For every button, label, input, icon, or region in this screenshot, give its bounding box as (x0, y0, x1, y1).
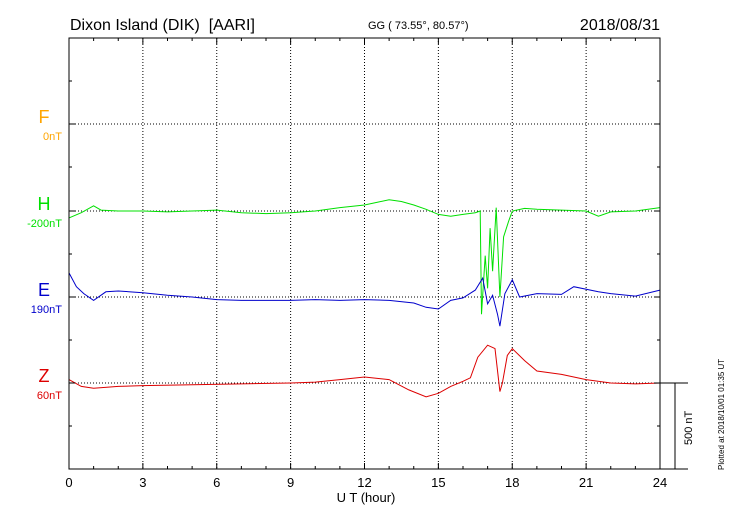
channel-label-e: E (38, 280, 50, 300)
tick-layer (68, 38, 661, 469)
plotted-timestamp: Plotted at 2018/10/01 01:35 UT (717, 359, 726, 470)
x-tick-label: 21 (579, 475, 593, 490)
trace-h (68, 199, 661, 315)
x-tick-label: 12 (357, 475, 371, 490)
x-tick-label: 15 (431, 475, 445, 490)
x-tick-label: 9 (287, 475, 294, 490)
frame-layer (68, 37, 688, 470)
trace-z (68, 344, 661, 398)
x-tick-label: 18 (505, 475, 519, 490)
grid-layer (69, 38, 660, 469)
x-tick-label: 3 (139, 475, 146, 490)
station-coords: GG ( 73.55°, 80.57°) (368, 20, 469, 32)
plot-date: 2018/08/31 (580, 17, 660, 34)
x-tick-label: 0 (65, 475, 72, 490)
channel-baseline-z: 60nT (37, 390, 62, 402)
channel-label-h: H (38, 194, 51, 214)
trace-e (68, 272, 661, 327)
channel-baseline-e: 190nT (31, 304, 62, 316)
station-title: Dixon Island (DIK) [AARI] (70, 17, 255, 34)
x-tick-label: 6 (213, 475, 220, 490)
channel-baseline-h: -200nT (27, 218, 62, 230)
label-layer: 0 3 6 9 12 15 18 21 24 F 0nT H -200nT E 190nT Z 60nT (27, 107, 667, 490)
scale-bar-label: 500 nT (683, 410, 695, 445)
channel-label-f: F (39, 107, 50, 127)
channel-label-z: Z (39, 366, 50, 386)
x-tick-label: 24 (653, 475, 667, 490)
x-axis-label: U T (hour) (337, 490, 396, 505)
series-layer (68, 199, 661, 398)
channel-baseline-f: 0nT (43, 131, 62, 143)
